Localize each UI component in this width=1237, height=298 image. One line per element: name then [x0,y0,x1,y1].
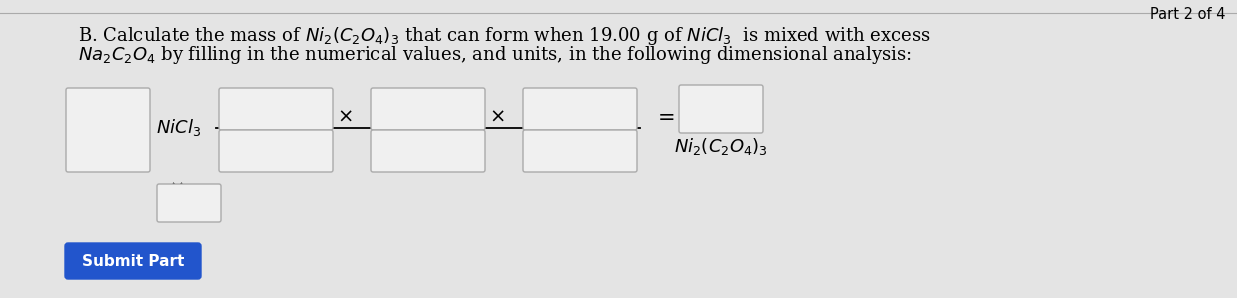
FancyBboxPatch shape [66,88,150,172]
FancyBboxPatch shape [679,85,763,133]
Text: $=$: $=$ [653,106,674,126]
FancyBboxPatch shape [157,184,221,222]
FancyBboxPatch shape [219,130,333,172]
FancyBboxPatch shape [371,88,485,130]
FancyBboxPatch shape [66,243,200,279]
Text: $Na_2C_2O_4$ by filling in the numerical values, and units, in the following dim: $Na_2C_2O_4$ by filling in the numerical… [78,44,912,66]
FancyBboxPatch shape [523,130,637,172]
Text: Part 2 of 4: Part 2 of 4 [1149,7,1225,22]
Text: $\times$: $\times$ [489,107,505,126]
Text: B. Calculate the mass of $Ni_2(C_2O_4)_3$ that can form when 19.00 g of $NiCl_3$: B. Calculate the mass of $Ni_2(C_2O_4)_3… [78,25,931,47]
Text: $Ni_2(C_2O_4)_3$: $Ni_2(C_2O_4)_3$ [674,136,768,157]
FancyBboxPatch shape [371,130,485,172]
FancyBboxPatch shape [523,88,637,130]
FancyBboxPatch shape [219,88,333,130]
Text: Submit Part: Submit Part [82,254,184,268]
Text: $\times$: $\times$ [338,107,353,126]
Text: $\times$: $\times$ [168,179,183,197]
Text: $NiCl_3$: $NiCl_3$ [156,117,200,139]
